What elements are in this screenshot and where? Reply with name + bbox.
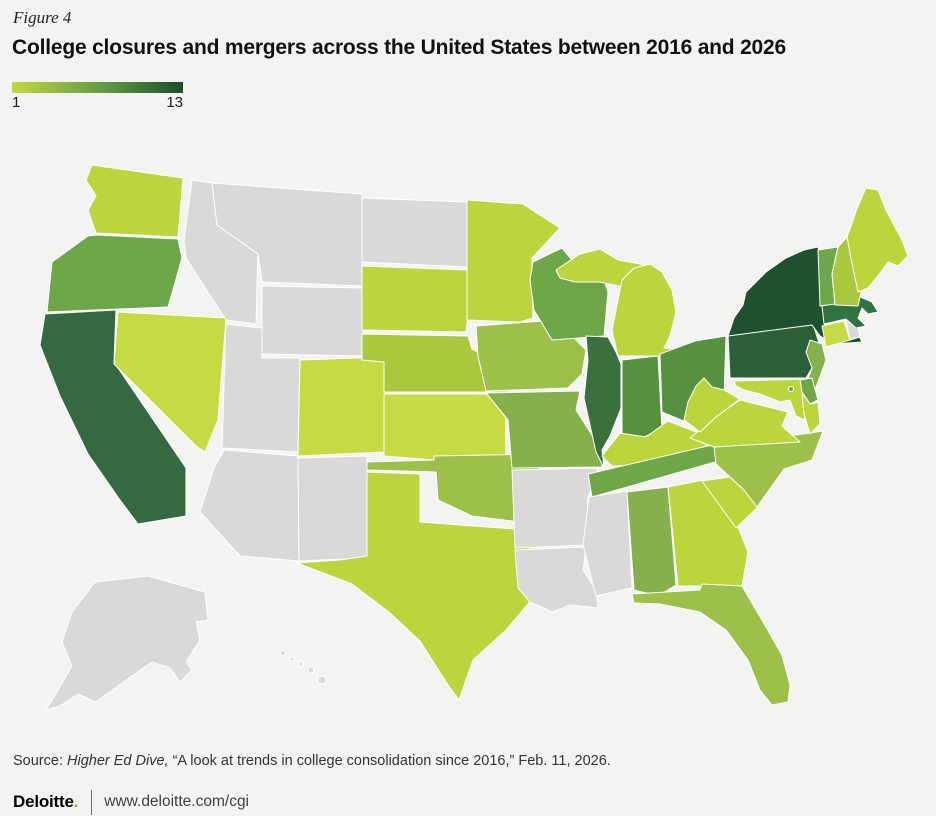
footer-url-link[interactable]: www.deloitte.com/cgi	[104, 793, 250, 810]
state-co	[297, 356, 387, 457]
state-hi	[280, 650, 286, 656]
state-hi	[307, 666, 315, 674]
state-or	[46, 234, 183, 313]
us-map-svg	[39, 164, 909, 711]
state-sd	[361, 265, 471, 333]
deloitte-logo: Deloitte.	[13, 792, 78, 812]
state-nc	[713, 430, 824, 508]
deloitte-green-dot: .	[73, 792, 79, 811]
state-wy	[261, 285, 365, 357]
state-mt	[211, 182, 363, 287]
state-nd	[361, 197, 468, 268]
state-hi	[298, 661, 304, 667]
source-publication: Higher Ed Dive,	[67, 753, 169, 769]
deloitte-wordmark: Deloitte	[13, 792, 74, 811]
legend-min-label: 1	[12, 94, 21, 111]
state-az	[199, 449, 300, 562]
state-al	[626, 486, 677, 597]
state-ks	[383, 393, 507, 461]
state-hi	[317, 675, 327, 685]
source-prefix: Source:	[13, 753, 67, 769]
state-de	[799, 377, 819, 405]
state-ut	[221, 323, 301, 453]
state-fl	[631, 583, 791, 706]
brand-footer: Deloitte. www.deloitte.com/cgi	[13, 789, 249, 815]
legend-max-label: 13	[166, 94, 183, 111]
state-wa	[85, 164, 184, 238]
state-tx	[296, 471, 541, 701]
state-ar	[511, 467, 599, 549]
state-il	[583, 335, 622, 469]
state-ak	[45, 575, 209, 711]
state-mi	[611, 263, 691, 357]
state-wv	[683, 377, 741, 433]
state-ms	[582, 490, 633, 597]
state-ca	[39, 309, 187, 525]
state-nm	[297, 455, 368, 562]
state-me	[846, 187, 909, 293]
source-citation: “A look at trends in college consolidati…	[168, 753, 611, 769]
state-hi	[289, 656, 295, 662]
legend-gradient-bar	[12, 82, 183, 93]
source-note: Source: Higher Ed Dive, “A look at trend…	[13, 753, 611, 769]
us-choropleth-map	[0, 150, 936, 740]
figure-label: Figure 4	[13, 8, 72, 27]
state-ga	[667, 479, 749, 587]
state-ok	[366, 453, 541, 525]
state-la	[514, 546, 599, 613]
page-title: College closures and mergers across the …	[12, 36, 786, 59]
state-md	[801, 393, 821, 435]
footer-divider	[91, 789, 93, 815]
state-dc	[788, 386, 794, 392]
color-scale-legend: 1 13	[12, 82, 183, 111]
